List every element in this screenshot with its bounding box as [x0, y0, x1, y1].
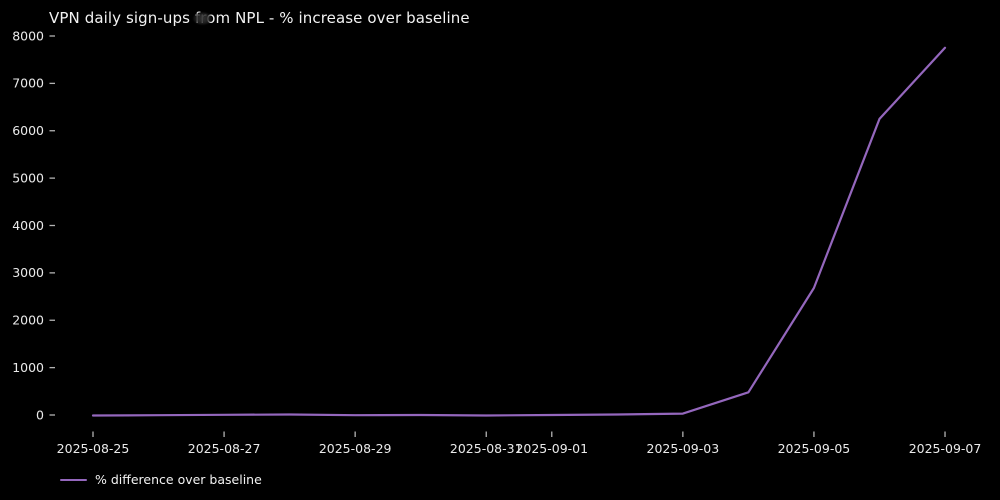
- x-tick-label: 2025-08-31: [450, 441, 523, 456]
- chart-title: VPN daily sign-ups from NPL - % increase…: [49, 9, 470, 27]
- x-tick-label: 2025-08-25: [57, 441, 130, 456]
- x-tick-label: 2025-08-29: [319, 441, 392, 456]
- cursor-smudge: [193, 12, 212, 25]
- x-tick-label: 2025-09-05: [778, 441, 851, 456]
- series-line: [91, 46, 947, 417]
- legend-label: % difference over baseline: [95, 472, 262, 487]
- y-tick-label: 1000: [12, 360, 44, 375]
- y-tick-label: 7000: [12, 76, 44, 91]
- y-tick-label: 3000: [12, 265, 44, 280]
- x-tick-label: 2025-09-03: [647, 441, 720, 456]
- y-tick-label: 0: [36, 407, 44, 422]
- x-tick-label: 2025-09-07: [909, 441, 982, 456]
- x-tick-label: 2025-09-01: [515, 441, 588, 456]
- y-tick-label: 2000: [12, 313, 44, 328]
- y-tick-label: 6000: [12, 123, 44, 138]
- y-tick-label: 8000: [12, 28, 44, 43]
- x-tick-label: 2025-08-27: [188, 441, 261, 456]
- y-tick-label: 4000: [12, 218, 44, 233]
- legend-line-swatch: [60, 478, 87, 481]
- legend: % difference over baseline: [60, 471, 262, 488]
- y-tick-label: 5000: [12, 170, 44, 185]
